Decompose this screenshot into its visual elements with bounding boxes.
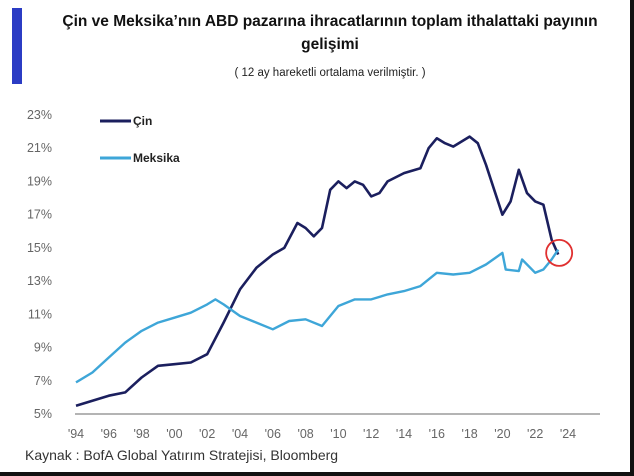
y-tick-label: 17% [27,208,52,222]
x-tick-label: '10 [330,427,346,441]
chart-subtitle: ( 12 ay hareketli ortalama verilmiştir. … [234,67,426,79]
x-tick-label: '22 [527,427,543,441]
x-tick-label: '06 [265,427,281,441]
x-tick-label: '08 [297,427,313,441]
x-tick-label: '18 [461,427,477,441]
y-axis: 23% 21% 19% 17% 15% 13% 11% 9% 7% 5% [27,108,52,421]
y-tick-label: 9% [34,341,52,355]
y-tick-label: 15% [27,241,52,255]
y-tick-label: 21% [27,141,52,155]
x-tick-label: '94 [68,427,84,441]
x-tick-label: '20 [494,427,510,441]
x-tick-label: '16 [429,427,445,441]
chart-title: Çin ve Meksika’nın ABD pazarına ihracatl… [62,13,598,53]
legend-label: Meksika [133,151,180,165]
x-tick-label: '00 [166,427,182,441]
x-tick-label: '24 [560,427,576,441]
x-tick-label: '14 [396,427,412,441]
y-tick-label: 7% [34,374,52,388]
highlight-circle [545,238,574,267]
x-tick-label: '04 [232,427,248,441]
y-tick-label: 19% [27,174,52,188]
accent-bar [12,8,22,84]
y-tick-label: 11% [28,307,52,321]
x-axis: '94 '96 '98 '00 '02 '04 '06 '08 '10 '12 '14 '16 '18 '… [68,427,576,441]
x-tick-label: '98 [133,427,149,441]
y-tick-label: 23% [27,108,52,122]
legend: Çin Meksika [100,114,180,165]
y-tick-label: 5% [34,407,52,421]
x-tick-label: '02 [199,427,215,441]
x-tick-label: '12 [363,427,379,441]
legend-label: Çin [133,114,152,128]
series-line-meksika [75,248,560,384]
y-tick-label: 13% [27,274,52,288]
source-note: Kaynak : BofA Global Yatırım Stratejisi,… [25,447,339,463]
x-tick-label: '96 [101,427,117,441]
series-line-cin [75,135,560,407]
